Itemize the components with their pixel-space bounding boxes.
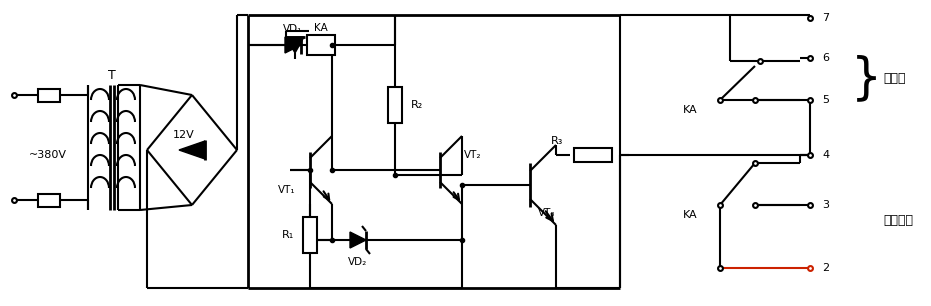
Text: KA: KA	[683, 105, 698, 115]
Text: 5: 5	[822, 95, 829, 105]
Polygon shape	[179, 141, 205, 159]
Bar	[303, 217, 317, 253]
Text: }: }	[851, 54, 882, 102]
Text: T: T	[108, 69, 115, 81]
Text: KA: KA	[314, 23, 328, 33]
Text: 接电极: 接电极	[883, 72, 906, 84]
Bar	[573, 148, 612, 162]
Bar	[307, 35, 335, 55]
Text: 3: 3	[822, 200, 829, 210]
Text: 控制回路: 控制回路	[883, 214, 913, 226]
Text: R₂: R₂	[411, 100, 424, 110]
Bar	[38, 193, 60, 207]
Polygon shape	[286, 37, 304, 53]
Text: VT₁: VT₁	[278, 185, 296, 195]
Text: 6: 6	[822, 53, 829, 63]
Bar	[388, 87, 402, 123]
Text: VD₂: VD₂	[348, 257, 368, 267]
Text: VD₁: VD₁	[283, 24, 303, 34]
Polygon shape	[350, 232, 366, 248]
Text: 7: 7	[822, 13, 830, 23]
Text: 4: 4	[822, 150, 830, 160]
Text: VT₃: VT₃	[538, 208, 556, 218]
Text: 12V: 12V	[173, 130, 195, 140]
Polygon shape	[285, 37, 301, 53]
Text: 2: 2	[822, 263, 830, 273]
Text: R₃: R₃	[551, 136, 563, 146]
Text: ~380V: ~380V	[29, 150, 67, 160]
Text: VT₂: VT₂	[464, 150, 481, 160]
Bar	[38, 88, 60, 102]
Text: R₁: R₁	[282, 230, 294, 240]
Text: KA: KA	[683, 210, 698, 220]
